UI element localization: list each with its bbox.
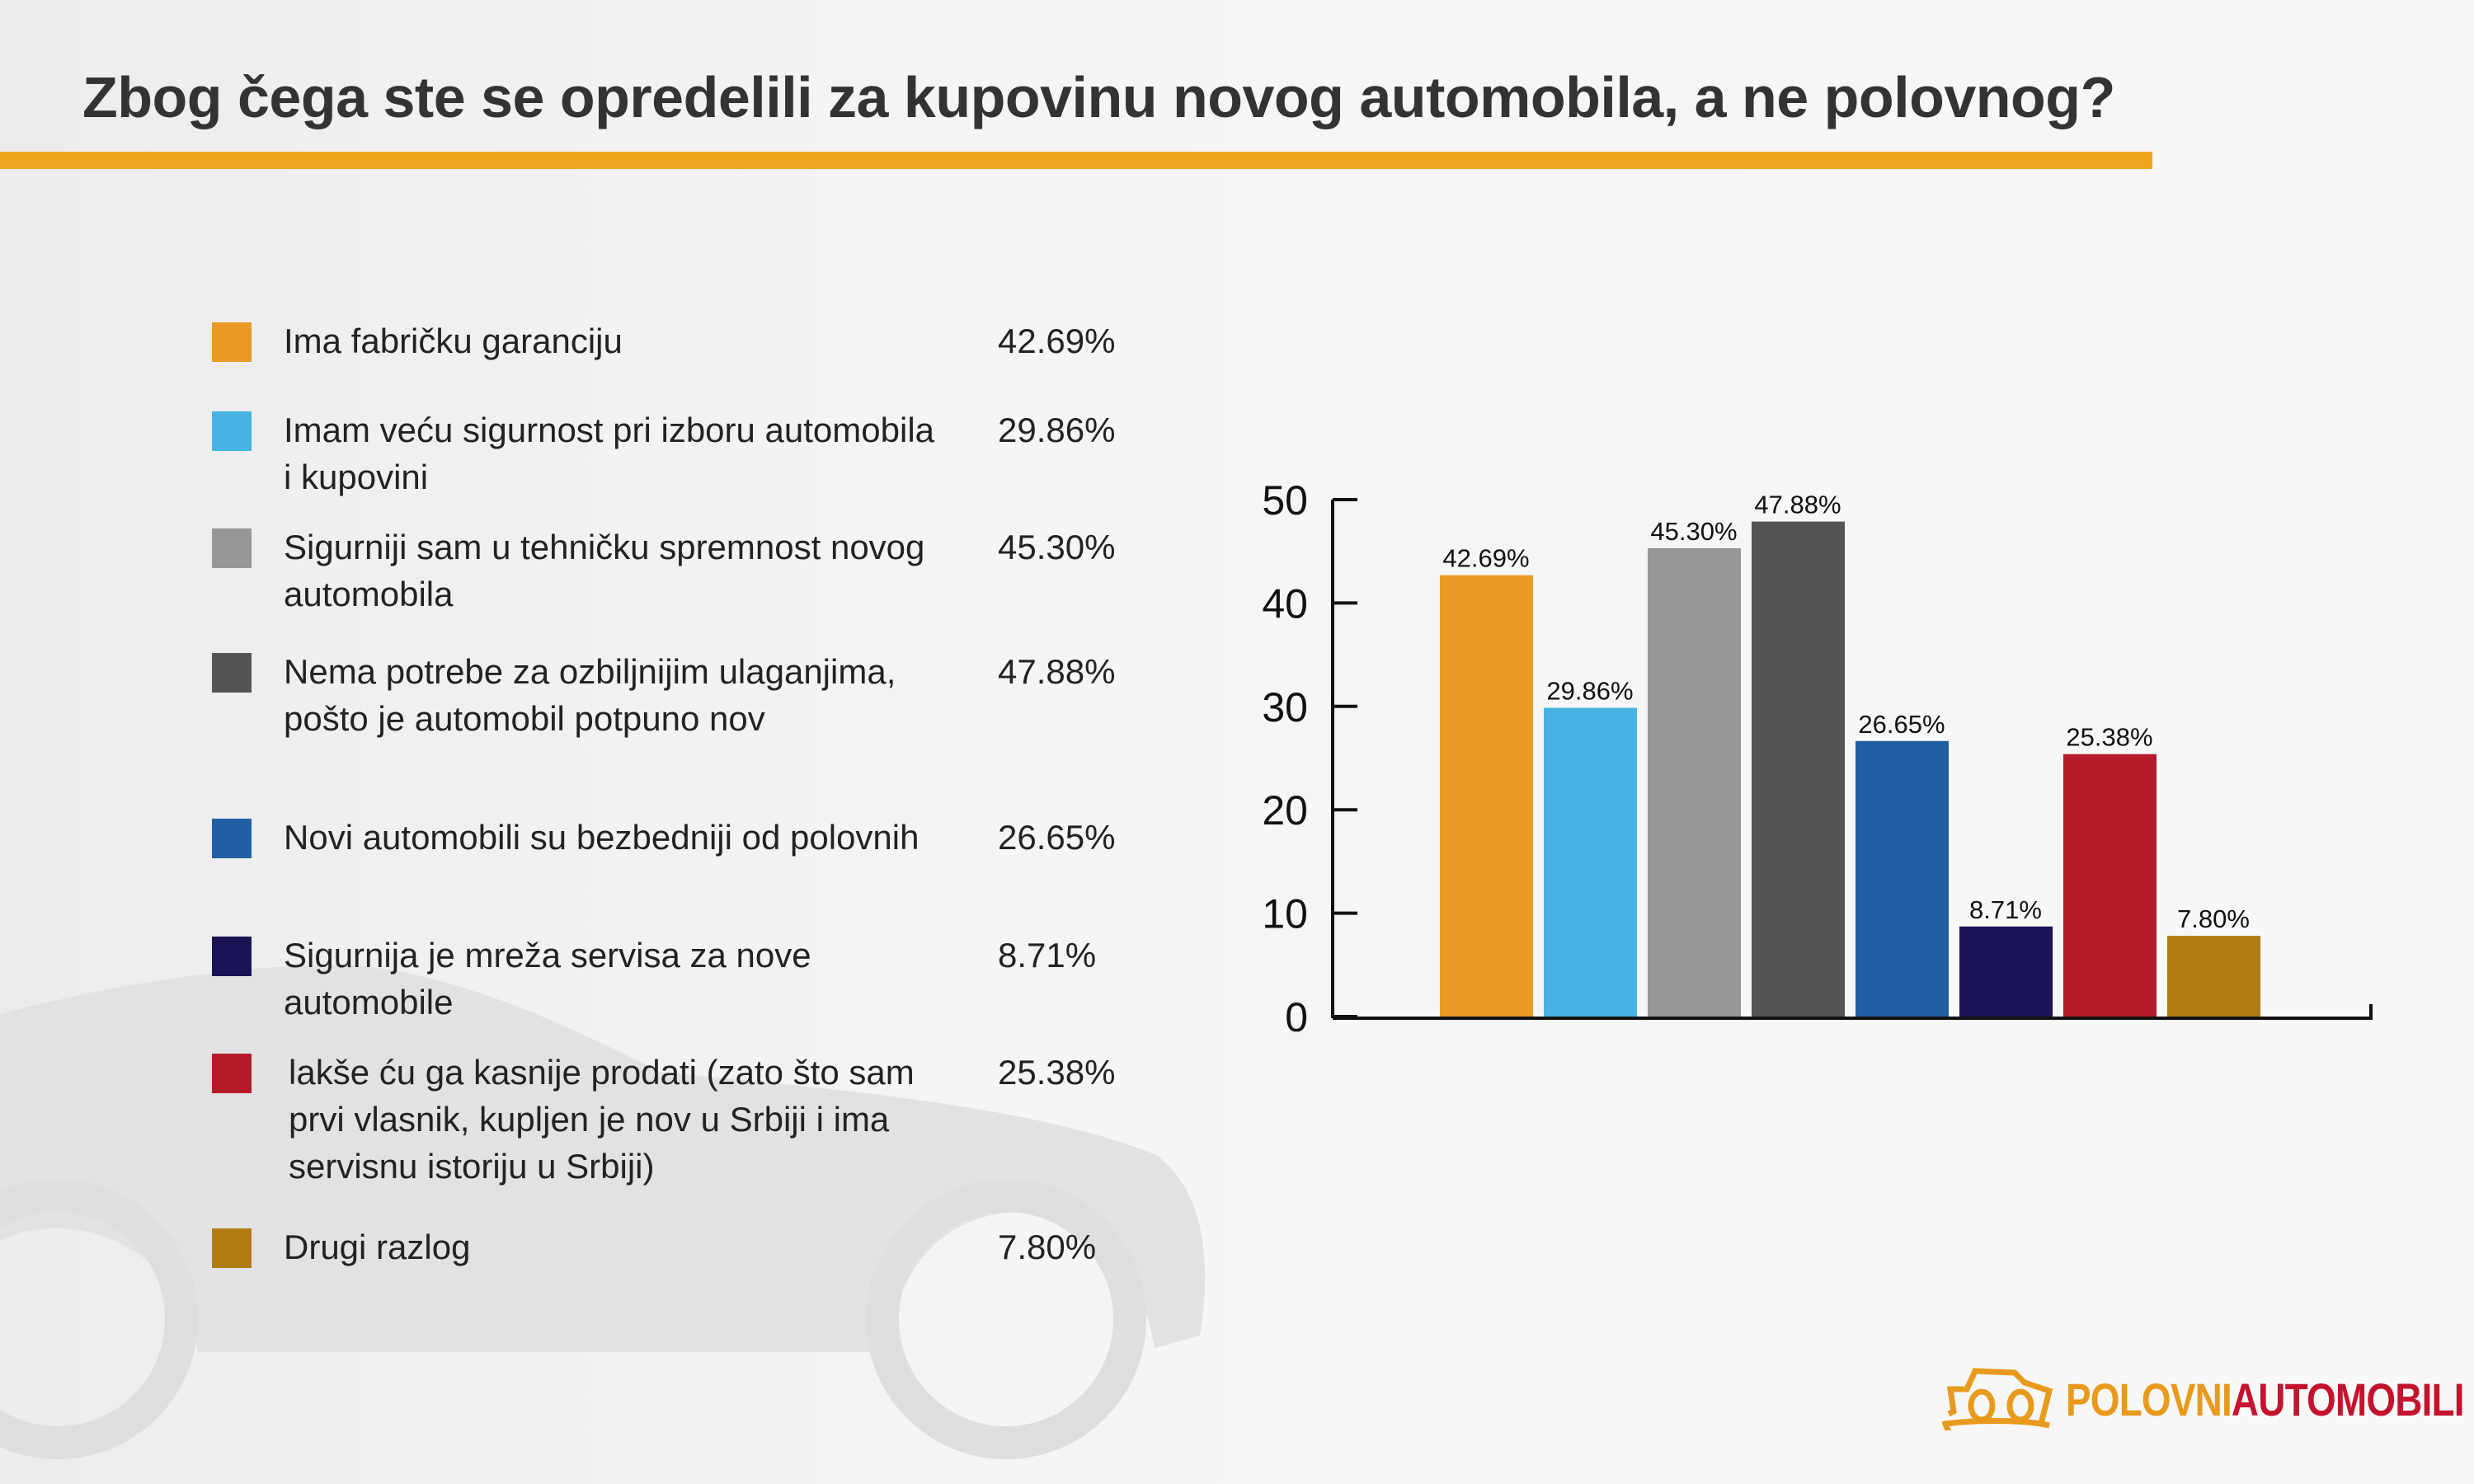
data-label: 8.71%: [1969, 895, 2042, 924]
bar: [1440, 575, 1533, 1017]
data-label: 25.38%: [2066, 723, 2152, 752]
legend-label: lakše ću ga kasnije prodati (zato što sa…: [289, 1053, 915, 1186]
bar: [1648, 547, 1741, 1017]
y-tick-label: 10: [1262, 891, 1308, 937]
legend-value: 29.86%: [998, 411, 1116, 449]
data-label: 47.88%: [1754, 491, 1841, 519]
bar: [1959, 926, 2053, 1017]
legend-swatch: [212, 937, 252, 976]
legend-value: 7.80%: [998, 1228, 1097, 1266]
legend-label: Sigurnija je mreža servisa za nove autom…: [284, 936, 811, 1021]
legend-label: Sigurniji sam u tehničku spremnost novog…: [284, 528, 925, 613]
logo-car-icon: [1941, 1368, 2053, 1434]
bar: [1752, 521, 1845, 1017]
y-tick-label: 40: [1262, 580, 1308, 627]
bar: [2167, 936, 2260, 1017]
legend-swatch: [212, 819, 252, 858]
legend-swatch: [212, 653, 252, 693]
legend-label: Drugi razlog: [284, 1228, 471, 1266]
y-tick-label: 0: [1285, 994, 1308, 1040]
y-tick-label: 20: [1262, 787, 1308, 834]
y-tick-label: 50: [1262, 477, 1308, 524]
legend-value: 45.30%: [998, 528, 1116, 566]
data-label: 29.86%: [1546, 677, 1633, 706]
bar: [2063, 754, 2157, 1017]
legend-swatch: [212, 528, 252, 568]
logo-text: POLOVNIAUTOMOBILI: [2066, 1374, 2465, 1425]
legend-label: Imam veću sigurnost pri izboru automobil…: [284, 411, 935, 496]
y-tick-label: 30: [1262, 684, 1308, 730]
legend-swatch: [212, 1228, 252, 1268]
legend-value: 42.69%: [998, 322, 1116, 360]
legend-label: Ima fabričku garanciju: [284, 322, 623, 360]
legend-value: 8.71%: [998, 936, 1097, 974]
legend-value: 47.88%: [998, 652, 1116, 691]
bar: [1544, 707, 1637, 1017]
data-label: 42.69%: [1442, 544, 1529, 573]
legend-swatch: [212, 1054, 252, 1093]
legend-swatch: [212, 411, 252, 451]
legend-value: 26.65%: [998, 818, 1116, 857]
data-label: 7.80%: [2177, 904, 2250, 933]
bar: [1856, 740, 1949, 1017]
title-underline: [0, 152, 2152, 169]
data-label: 26.65%: [1858, 710, 1945, 739]
page-title: Zbog čega ste se opredelili za kupovinu …: [82, 65, 2115, 129]
car-silhouette-background: [0, 965, 1206, 1459]
legend-value: 25.38%: [998, 1053, 1116, 1092]
data-label: 45.30%: [1650, 517, 1737, 546]
logo: POLOVNIAUTOMOBILI: [1941, 1364, 2465, 1434]
legend-swatch: [212, 322, 252, 362]
legend-label: Nema potrebe za ozbiljnijim ulaganjima, …: [284, 652, 896, 738]
legend-label: Novi automobili su bezbedniji od polovni…: [284, 818, 920, 857]
